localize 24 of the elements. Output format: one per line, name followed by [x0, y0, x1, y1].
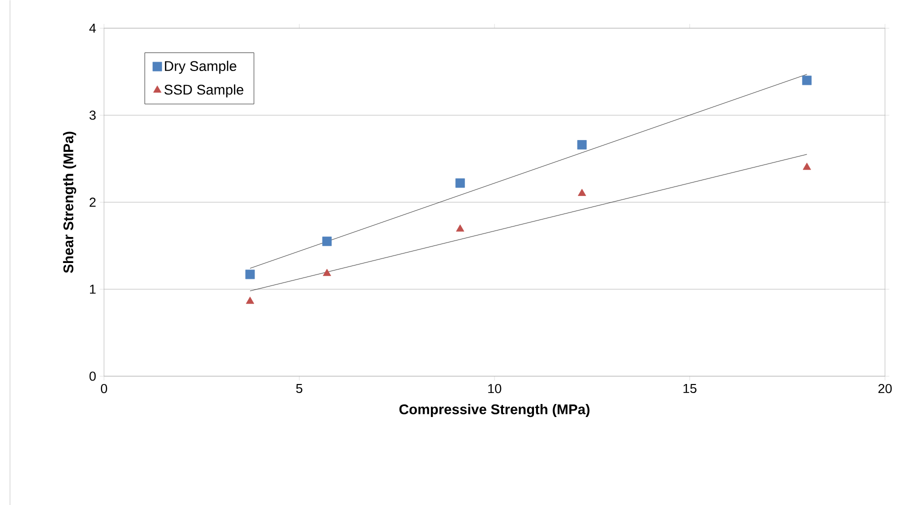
point: [245, 270, 255, 279]
x-axis-title: Compressive Strength (MPa): [399, 404, 590, 417]
point: [455, 178, 465, 188]
y-axis-title: Shear Strength (MPa): [63, 132, 76, 273]
point: [578, 188, 586, 196]
x-tick-label: 10: [488, 384, 502, 393]
legend-label: SSD Sample: [164, 84, 244, 98]
point: [802, 162, 811, 170]
y-tick-label: 1: [90, 284, 96, 294]
y-tick-label: 2: [90, 197, 96, 207]
point: [322, 268, 332, 276]
x-tick-label: 20: [878, 384, 892, 393]
y-tick-label: 0: [90, 371, 96, 381]
y-tick-label: 4: [89, 24, 96, 32]
point: [322, 236, 332, 246]
legend-label: Dry Sample: [164, 60, 236, 74]
point: [577, 140, 587, 150]
x-tick-label: 5: [296, 384, 302, 393]
point: [246, 296, 254, 304]
point: [456, 224, 464, 232]
x-tick-label: 0: [100, 384, 108, 393]
point: [802, 76, 812, 85]
x-tick-label: 15: [684, 384, 696, 393]
y-tick-label: 3: [90, 110, 96, 120]
